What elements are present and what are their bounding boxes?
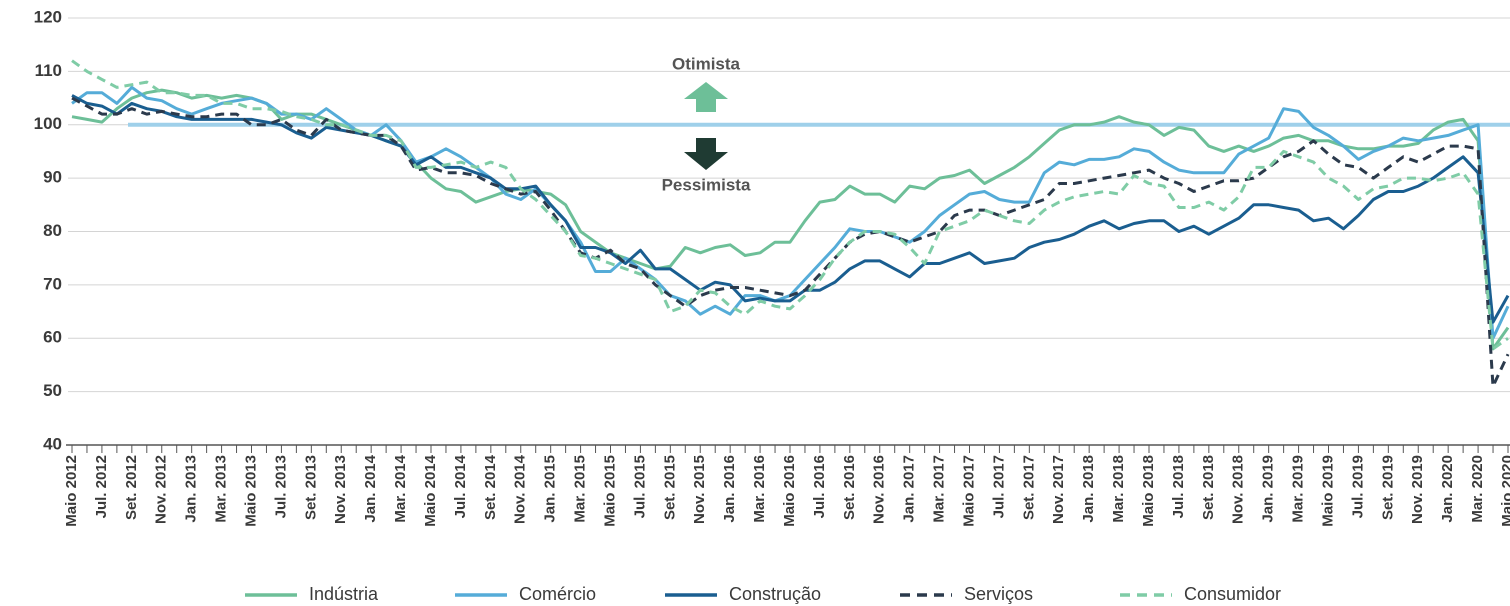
x-tick-label: Mar. 2016 bbox=[751, 455, 768, 523]
x-tick-label: Jan. 2017 bbox=[901, 455, 918, 523]
x-tick-label: Jul. 2012 bbox=[93, 455, 110, 518]
legend-label: Indústria bbox=[309, 584, 379, 604]
x-tick-label: Maio 2020 bbox=[1499, 455, 1510, 527]
arrow-up bbox=[684, 82, 728, 112]
x-tick-label: Jan. 2020 bbox=[1439, 455, 1456, 523]
x-tick-label: Jul. 2018 bbox=[1170, 455, 1187, 518]
x-tick-label: Maio 2014 bbox=[422, 454, 439, 526]
x-tick-label: Jul. 2016 bbox=[811, 455, 828, 518]
legend-label: Consumidor bbox=[1184, 584, 1281, 604]
legend-label: Construção bbox=[729, 584, 821, 604]
x-tick-label: Jul. 2015 bbox=[631, 455, 648, 518]
x-tick-label: Nov. 2014 bbox=[512, 454, 529, 524]
y-tick-label: 120 bbox=[34, 7, 62, 26]
series-line bbox=[71, 96, 1510, 388]
x-tick-label: Nov. 2015 bbox=[691, 455, 708, 524]
y-tick-label: 100 bbox=[34, 114, 62, 133]
x-tick-label: Maio 2019 bbox=[1319, 455, 1336, 527]
x-tick-label: Jan. 2015 bbox=[542, 455, 559, 523]
x-tick-label: Set. 2016 bbox=[841, 455, 858, 520]
y-tick-label: 50 bbox=[43, 381, 62, 400]
x-tick-label: Maio 2015 bbox=[601, 455, 618, 527]
annotation-pessimist: Pessimista bbox=[662, 175, 751, 194]
x-tick-label: Nov. 2019 bbox=[1409, 455, 1426, 524]
legend-label: Serviços bbox=[964, 584, 1033, 604]
y-tick-label: 70 bbox=[43, 274, 62, 293]
x-tick-label: Maio 2017 bbox=[960, 455, 977, 527]
x-tick-label: Jul. 2013 bbox=[272, 455, 289, 518]
y-tick-label: 90 bbox=[43, 168, 62, 187]
arrow-down bbox=[684, 138, 728, 170]
y-tick-label: 60 bbox=[43, 328, 62, 347]
y-tick-label: 80 bbox=[43, 221, 62, 240]
x-tick-label: Jan. 2019 bbox=[1260, 455, 1277, 523]
y-tick-label: 110 bbox=[35, 61, 62, 80]
x-tick-label: Maio 2016 bbox=[781, 455, 798, 527]
x-tick-label: Set. 2019 bbox=[1379, 455, 1396, 520]
series-line bbox=[71, 94, 1510, 324]
x-tick-label: Jan. 2018 bbox=[1080, 455, 1097, 523]
x-tick-label: Jul. 2014 bbox=[452, 454, 469, 518]
legend-label: Comércio bbox=[519, 584, 596, 604]
x-tick-label: Maio 2012 bbox=[63, 455, 80, 527]
series-line bbox=[71, 59, 1509, 351]
x-tick-label: Nov. 2017 bbox=[1050, 455, 1067, 524]
x-tick-label: Set. 2017 bbox=[1020, 455, 1037, 520]
x-tick-label: Mar. 2014 bbox=[392, 454, 409, 522]
annotation-optimist: Otimista bbox=[672, 54, 741, 73]
y-tick-label: 40 bbox=[43, 434, 62, 453]
x-tick-label: Jul. 2017 bbox=[990, 455, 1007, 518]
x-tick-label: Mar. 2017 bbox=[931, 455, 948, 523]
x-tick-label: Mar. 2019 bbox=[1290, 455, 1307, 523]
x-tick-label: Jul. 2019 bbox=[1349, 455, 1366, 518]
x-tick-label: Mar. 2013 bbox=[213, 455, 230, 523]
x-tick-label: Nov. 2016 bbox=[871, 455, 888, 524]
series-line bbox=[71, 88, 1510, 351]
x-tick-label: Nov. 2012 bbox=[153, 455, 170, 524]
x-tick-label: Set. 2018 bbox=[1200, 455, 1217, 520]
x-tick-label: Mar. 2018 bbox=[1110, 455, 1127, 523]
x-tick-label: Set. 2012 bbox=[123, 455, 140, 520]
x-tick-label: Set. 2014 bbox=[482, 454, 499, 520]
x-tick-label: Mar. 2015 bbox=[572, 455, 589, 523]
x-tick-label: Set. 2015 bbox=[661, 455, 678, 520]
x-tick-label: Jan. 2013 bbox=[183, 455, 200, 523]
x-tick-label: Set. 2013 bbox=[302, 455, 319, 520]
x-tick-label: Maio 2018 bbox=[1140, 455, 1157, 527]
x-tick-label: Jan. 2016 bbox=[721, 455, 738, 523]
x-tick-label: Nov. 2018 bbox=[1230, 455, 1247, 524]
x-tick-label: Jan. 2014 bbox=[362, 454, 379, 522]
x-tick-label: Nov. 2013 bbox=[332, 455, 349, 524]
x-tick-label: Mar. 2020 bbox=[1469, 455, 1486, 523]
x-tick-label: Maio 2013 bbox=[242, 455, 259, 527]
